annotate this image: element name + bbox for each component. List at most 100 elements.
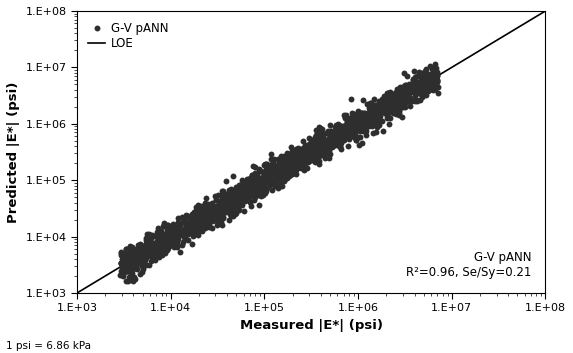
G-V pANN (295, 150, 304, 156)
G-V pANN (216, 197, 225, 203)
G-V pANN (421, 72, 430, 78)
G-V pANN (219, 206, 229, 211)
G-V pANN (331, 127, 340, 132)
G-V pANN (236, 200, 245, 206)
G-V pANN (132, 256, 141, 261)
G-V pANN (322, 130, 331, 136)
G-V pANN (371, 118, 380, 124)
G-V pANN (319, 138, 328, 144)
G-V pANN (205, 222, 214, 228)
G-V pANN (183, 220, 193, 226)
G-V pANN (193, 202, 202, 208)
G-V pANN (315, 130, 324, 136)
G-V pANN (406, 89, 415, 95)
G-V pANN (284, 171, 293, 176)
G-V pANN (430, 73, 439, 78)
G-V pANN (277, 167, 286, 173)
G-V pANN (371, 118, 380, 123)
G-V pANN (374, 116, 383, 121)
G-V pANN (372, 113, 381, 119)
G-V pANN (202, 217, 211, 222)
G-V pANN (413, 87, 422, 92)
G-V pANN (306, 152, 315, 158)
G-V pANN (343, 127, 352, 132)
G-V pANN (146, 258, 155, 264)
G-V pANN (231, 184, 241, 190)
G-V pANN (357, 126, 366, 132)
G-V pANN (211, 213, 221, 218)
G-V pANN (148, 247, 158, 253)
G-V pANN (284, 160, 293, 166)
G-V pANN (340, 134, 350, 140)
G-V pANN (182, 223, 191, 228)
G-V pANN (388, 110, 398, 116)
G-V pANN (238, 195, 247, 201)
G-V pANN (285, 156, 294, 162)
G-V pANN (421, 74, 430, 79)
G-V pANN (234, 199, 243, 205)
G-V pANN (370, 106, 379, 112)
G-V pANN (413, 84, 422, 89)
G-V pANN (128, 250, 137, 256)
G-V pANN (321, 147, 331, 153)
G-V pANN (384, 90, 394, 96)
G-V pANN (190, 228, 199, 234)
G-V pANN (290, 152, 299, 158)
G-V pANN (155, 231, 164, 237)
G-V pANN (303, 148, 312, 154)
G-V pANN (222, 209, 231, 215)
G-V pANN (230, 211, 239, 217)
G-V pANN (240, 190, 249, 196)
G-V pANN (139, 260, 148, 265)
G-V pANN (272, 173, 281, 179)
G-V pANN (222, 199, 231, 204)
G-V pANN (142, 255, 151, 260)
G-V pANN (282, 168, 291, 174)
G-V pANN (201, 213, 210, 219)
G-V pANN (167, 229, 176, 235)
G-V pANN (272, 167, 281, 173)
G-V pANN (333, 121, 343, 127)
G-V pANN (248, 177, 257, 183)
G-V pANN (407, 84, 417, 89)
G-V pANN (171, 225, 180, 230)
G-V pANN (179, 234, 189, 240)
G-V pANN (262, 171, 271, 177)
G-V pANN (127, 260, 136, 266)
G-V pANN (410, 96, 419, 101)
G-V pANN (373, 115, 382, 121)
G-V pANN (415, 87, 424, 93)
G-V pANN (304, 150, 313, 156)
G-V pANN (195, 226, 204, 232)
G-V pANN (245, 176, 254, 181)
G-V pANN (230, 206, 239, 211)
G-V pANN (265, 183, 274, 188)
G-V pANN (280, 175, 289, 181)
G-V pANN (309, 153, 319, 159)
G-V pANN (417, 79, 426, 85)
G-V pANN (270, 170, 280, 175)
G-V pANN (207, 203, 217, 208)
G-V pANN (262, 174, 271, 180)
G-V pANN (372, 111, 382, 117)
G-V pANN (142, 243, 151, 249)
G-V pANN (140, 247, 150, 252)
G-V pANN (209, 208, 218, 214)
G-V pANN (385, 95, 394, 101)
G-V pANN (395, 84, 405, 90)
G-V pANN (131, 252, 140, 258)
G-V pANN (149, 242, 158, 247)
G-V pANN (390, 93, 399, 98)
G-V pANN (156, 244, 166, 250)
G-V pANN (159, 241, 168, 246)
G-V pANN (255, 178, 264, 184)
G-V pANN (229, 201, 238, 206)
G-V pANN (364, 110, 374, 116)
G-V pANN (218, 205, 227, 211)
G-V pANN (264, 166, 273, 172)
G-V pANN (226, 199, 236, 204)
G-V pANN (391, 101, 401, 107)
G-V pANN (413, 97, 422, 102)
G-V pANN (158, 237, 167, 242)
G-V pANN (421, 82, 430, 88)
